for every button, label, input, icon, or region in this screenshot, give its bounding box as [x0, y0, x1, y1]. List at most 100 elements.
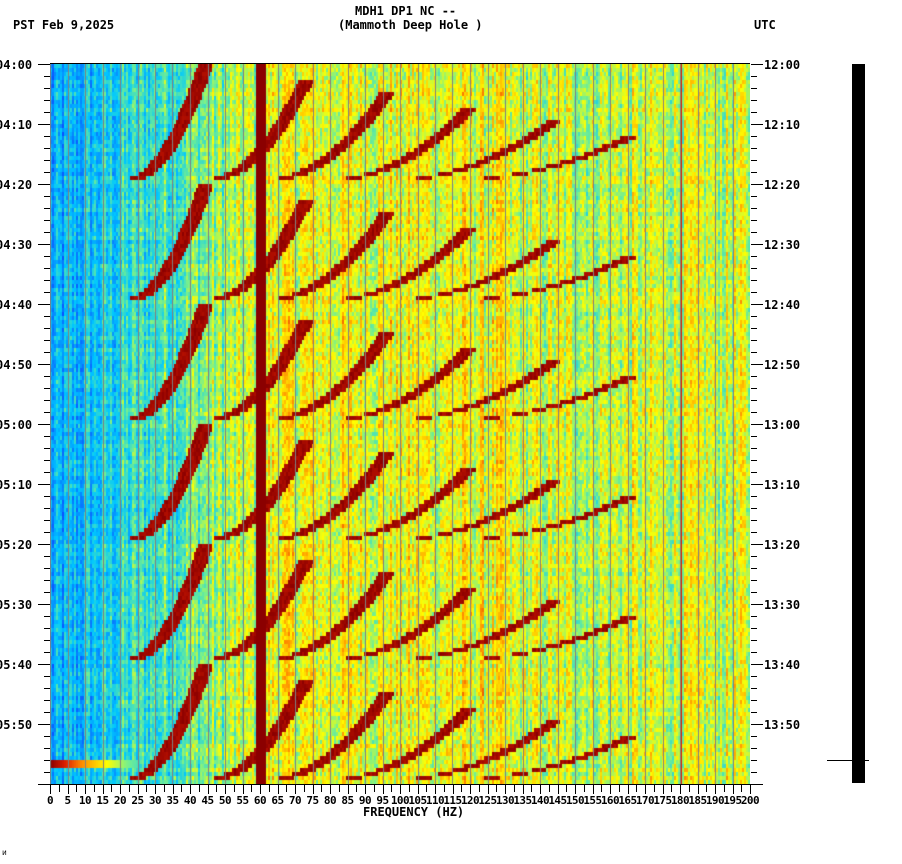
x-tick	[593, 785, 594, 794]
y-tick-label-left: 04:40	[0, 298, 33, 312]
x-tick-label: 35	[166, 794, 179, 807]
y-tick-right	[751, 244, 763, 245]
y-tick-left	[44, 472, 50, 473]
y-tick-right	[751, 256, 757, 257]
x-tick	[155, 785, 156, 794]
y-tick-right	[751, 472, 757, 473]
y-tick-right	[751, 556, 757, 557]
x-tick	[698, 785, 699, 794]
y-tick-right	[751, 616, 757, 617]
x-tick	[628, 785, 629, 794]
y-tick-right	[751, 760, 757, 761]
x-tick	[129, 785, 130, 792]
y-tick-left	[44, 268, 50, 269]
y-tick-left	[44, 436, 50, 437]
x-tick-label: 5	[64, 794, 71, 807]
y-tick-right	[751, 772, 757, 773]
y-tick-right	[751, 112, 757, 113]
y-tick-right	[751, 352, 757, 353]
plot-top-border	[50, 63, 750, 64]
y-tick-left	[44, 496, 50, 497]
y-tick-label-left: 04:20	[0, 178, 33, 192]
x-tick	[645, 785, 646, 794]
y-tick-left	[44, 616, 50, 617]
y-tick-left	[44, 520, 50, 521]
y-tick-left	[44, 232, 50, 233]
y-tick-right	[751, 484, 763, 485]
y-tick-label-right: 13:10	[764, 478, 801, 492]
x-tick-label: 90	[358, 794, 372, 807]
y-tick-label-right: 13:20	[764, 538, 801, 552]
x-tick	[243, 785, 244, 794]
x-tick	[584, 785, 585, 792]
x-tick	[610, 785, 611, 794]
x-tick	[680, 785, 681, 794]
x-tick-label: 20	[113, 794, 127, 807]
y-tick-right	[751, 160, 757, 161]
y-tick-right	[751, 544, 763, 545]
x-tick	[138, 785, 139, 794]
y-tick-right	[751, 292, 757, 293]
y-tick-label-left: 05:10	[0, 478, 33, 492]
y-tick-right	[751, 124, 763, 125]
x-tick	[260, 785, 261, 794]
x-tick-label: 160	[600, 794, 620, 807]
event-marker-line	[827, 760, 869, 761]
x-tick	[208, 785, 209, 794]
y-tick-right	[751, 232, 757, 233]
y-tick-right	[751, 520, 757, 521]
x-tick	[514, 785, 515, 792]
plot-bottom-border	[50, 784, 751, 785]
y-tick-right	[751, 268, 757, 269]
y-tick-left	[44, 100, 50, 101]
y-tick-right	[751, 532, 757, 533]
y-tick-left	[44, 376, 50, 377]
y-tick-left	[38, 64, 50, 65]
y-tick-left	[44, 388, 50, 389]
x-tick-label: 30	[148, 794, 162, 807]
y-tick-right	[751, 508, 757, 509]
x-tick	[706, 785, 707, 792]
x-tick-label: 105	[408, 794, 427, 807]
x-tick-label: 175	[653, 794, 672, 807]
x-tick	[374, 785, 375, 792]
y-tick-label-left: 05:00	[0, 418, 33, 432]
x-tick	[435, 785, 436, 794]
y-tick-right	[751, 688, 757, 689]
station-name: (Mammoth Deep Hole )	[338, 18, 483, 32]
y-tick-right	[751, 364, 763, 365]
y-tick-right	[751, 88, 757, 89]
x-tick	[286, 785, 287, 792]
x-tick	[190, 785, 191, 794]
x-tick	[575, 785, 576, 794]
y-tick-left	[38, 544, 50, 545]
y-tick-left	[44, 736, 50, 737]
y-tick-right	[751, 640, 757, 641]
x-tick-label: 10	[78, 794, 92, 807]
y-tick-right	[751, 184, 763, 185]
x-tick	[715, 785, 716, 794]
y-tick-right	[751, 376, 757, 377]
x-tick-label: 25	[131, 794, 144, 807]
x-tick	[216, 785, 217, 792]
y-tick-right	[751, 652, 757, 653]
x-tick-label: 75	[306, 794, 319, 807]
x-tick	[321, 785, 322, 792]
y-tick-left	[44, 532, 50, 533]
x-tick-label: 155	[583, 794, 602, 807]
y-tick-right	[751, 568, 757, 569]
y-tick-left	[44, 196, 50, 197]
y-tick-left	[44, 460, 50, 461]
y-tick-right	[751, 220, 757, 221]
x-tick-label: 55	[236, 794, 249, 807]
y-tick-left	[38, 364, 50, 365]
y-tick-left	[44, 172, 50, 173]
x-tick-label: 120	[460, 794, 480, 807]
y-tick-right	[751, 592, 757, 593]
y-tick-left	[44, 352, 50, 353]
y-tick-left	[44, 748, 50, 749]
x-tick	[76, 785, 77, 792]
x-tick	[225, 785, 226, 794]
x-tick	[444, 785, 445, 792]
y-tick-right	[751, 172, 757, 173]
